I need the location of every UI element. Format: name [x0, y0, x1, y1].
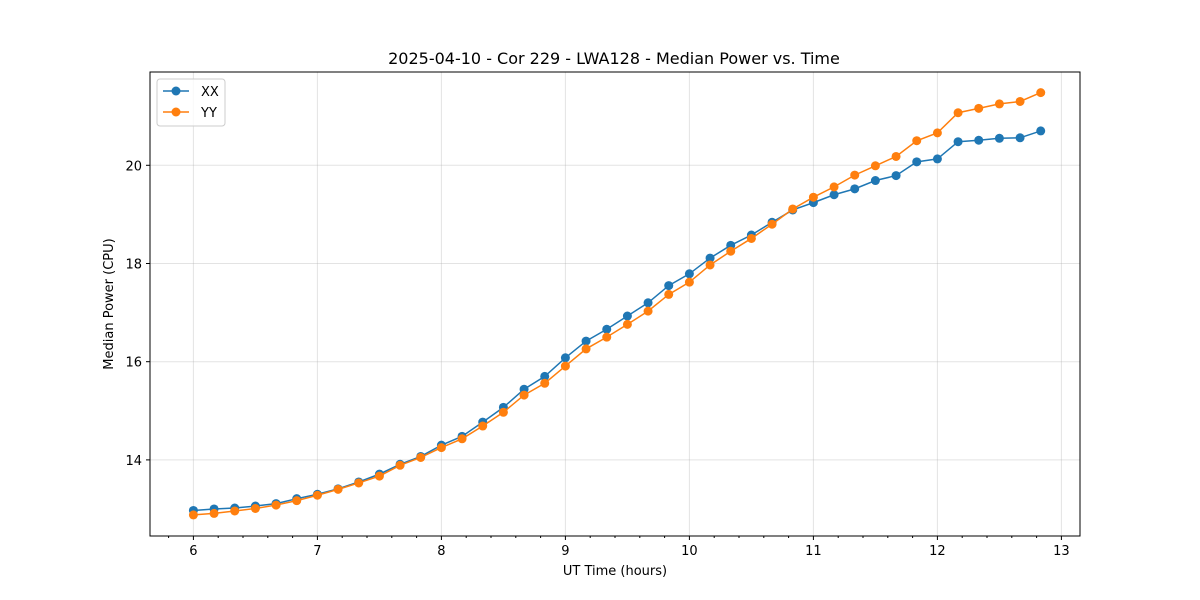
data-point-yy	[271, 500, 281, 510]
data-point-xx	[829, 190, 839, 200]
data-point-yy	[395, 460, 405, 470]
legend-marker-xx	[171, 86, 181, 96]
data-point-yy	[829, 182, 839, 192]
data-point-yy	[581, 344, 591, 354]
data-point-yy	[416, 452, 426, 462]
data-point-xx	[953, 137, 963, 147]
data-point-yy	[498, 407, 508, 417]
data-point-yy	[726, 246, 736, 256]
series-layer	[188, 88, 1046, 520]
data-point-yy	[292, 496, 302, 506]
data-point-yy	[333, 484, 343, 494]
data-point-yy	[788, 204, 798, 214]
data-point-xx	[643, 298, 653, 308]
series-line-yy	[193, 91, 1042, 516]
data-point-yy	[622, 319, 632, 329]
chart-title: 2025-04-10 - Cor 229 - LWA128 - Median P…	[388, 49, 840, 68]
data-point-yy	[230, 506, 240, 516]
data-point-yy	[746, 233, 756, 243]
data-point-yy	[932, 128, 942, 138]
x-tick-label: 10	[681, 544, 698, 559]
data-point-yy	[540, 378, 550, 388]
x-tick-label: 13	[1053, 544, 1070, 559]
data-point-xx	[705, 253, 715, 263]
data-point-xx	[994, 133, 1004, 143]
axis-ticks: 6 7 8 9 10 11 12 13 14 16 18 20	[125, 159, 1069, 559]
x-axis-label: UT Time (hours)	[563, 564, 667, 579]
data-point-xx	[912, 157, 922, 167]
y-tick-label: 20	[125, 159, 142, 174]
data-point-yy	[664, 289, 674, 299]
data-point-yy	[188, 510, 198, 520]
y-tick-label: 18	[125, 257, 142, 272]
data-point-yy	[705, 260, 715, 270]
data-point-yy	[1036, 88, 1046, 98]
data-point-yy	[870, 161, 880, 171]
data-point-xx	[581, 336, 591, 346]
data-point-yy	[209, 508, 219, 518]
x-tick-label: 9	[561, 544, 569, 559]
data-point-yy	[767, 219, 777, 229]
data-point-yy	[1015, 96, 1025, 106]
data-point-yy	[560, 361, 570, 371]
data-point-xx	[974, 135, 984, 145]
x-tick-label: 8	[437, 544, 445, 559]
data-point-yy	[374, 471, 384, 481]
legend: XX YY	[156, 78, 226, 127]
data-point-xx	[540, 371, 550, 381]
y-axis-label: Median Power (CPU)	[102, 238, 117, 369]
data-point-xx	[560, 353, 570, 363]
x-tick-label: 12	[929, 544, 946, 559]
plot-frame	[149, 71, 1081, 537]
data-point-yy	[974, 103, 984, 113]
data-point-xx	[664, 281, 674, 291]
data-point-yy	[519, 390, 529, 400]
data-point-yy	[478, 421, 488, 431]
data-point-xx	[1036, 126, 1046, 136]
data-point-xx	[850, 184, 860, 194]
data-point-yy	[312, 490, 322, 500]
data-point-yy	[684, 277, 694, 287]
x-tick-label: 6	[189, 544, 197, 559]
data-point-yy	[602, 332, 612, 342]
data-point-yy	[912, 136, 922, 146]
data-point-xx	[891, 171, 901, 181]
series-yy	[188, 88, 1046, 520]
data-point-xx	[1015, 133, 1025, 143]
legend-label-yy: YY	[200, 106, 217, 121]
data-point-yy	[994, 99, 1004, 109]
data-point-yy	[457, 434, 467, 444]
data-point-xx	[870, 176, 880, 186]
grid-lines	[150, 72, 1080, 536]
y-tick-label: 14	[125, 454, 142, 469]
x-tick-label: 7	[313, 544, 321, 559]
data-point-xx	[684, 269, 694, 279]
data-point-yy	[953, 108, 963, 118]
data-point-yy	[850, 170, 860, 180]
data-point-yy	[354, 478, 364, 488]
data-point-xx	[602, 324, 612, 334]
data-point-yy	[643, 306, 653, 316]
data-point-xx	[932, 154, 942, 164]
data-point-yy	[250, 504, 260, 513]
legend-label-xx: XX	[201, 85, 219, 100]
y-tick-label: 16	[125, 356, 142, 371]
x-tick-label: 11	[805, 544, 822, 559]
data-point-yy	[808, 192, 818, 202]
series-line-xx	[193, 130, 1041, 512]
data-point-xx	[622, 311, 632, 321]
legend-marker-yy	[171, 107, 181, 117]
data-point-yy	[436, 443, 446, 453]
data-point-yy	[891, 151, 901, 161]
